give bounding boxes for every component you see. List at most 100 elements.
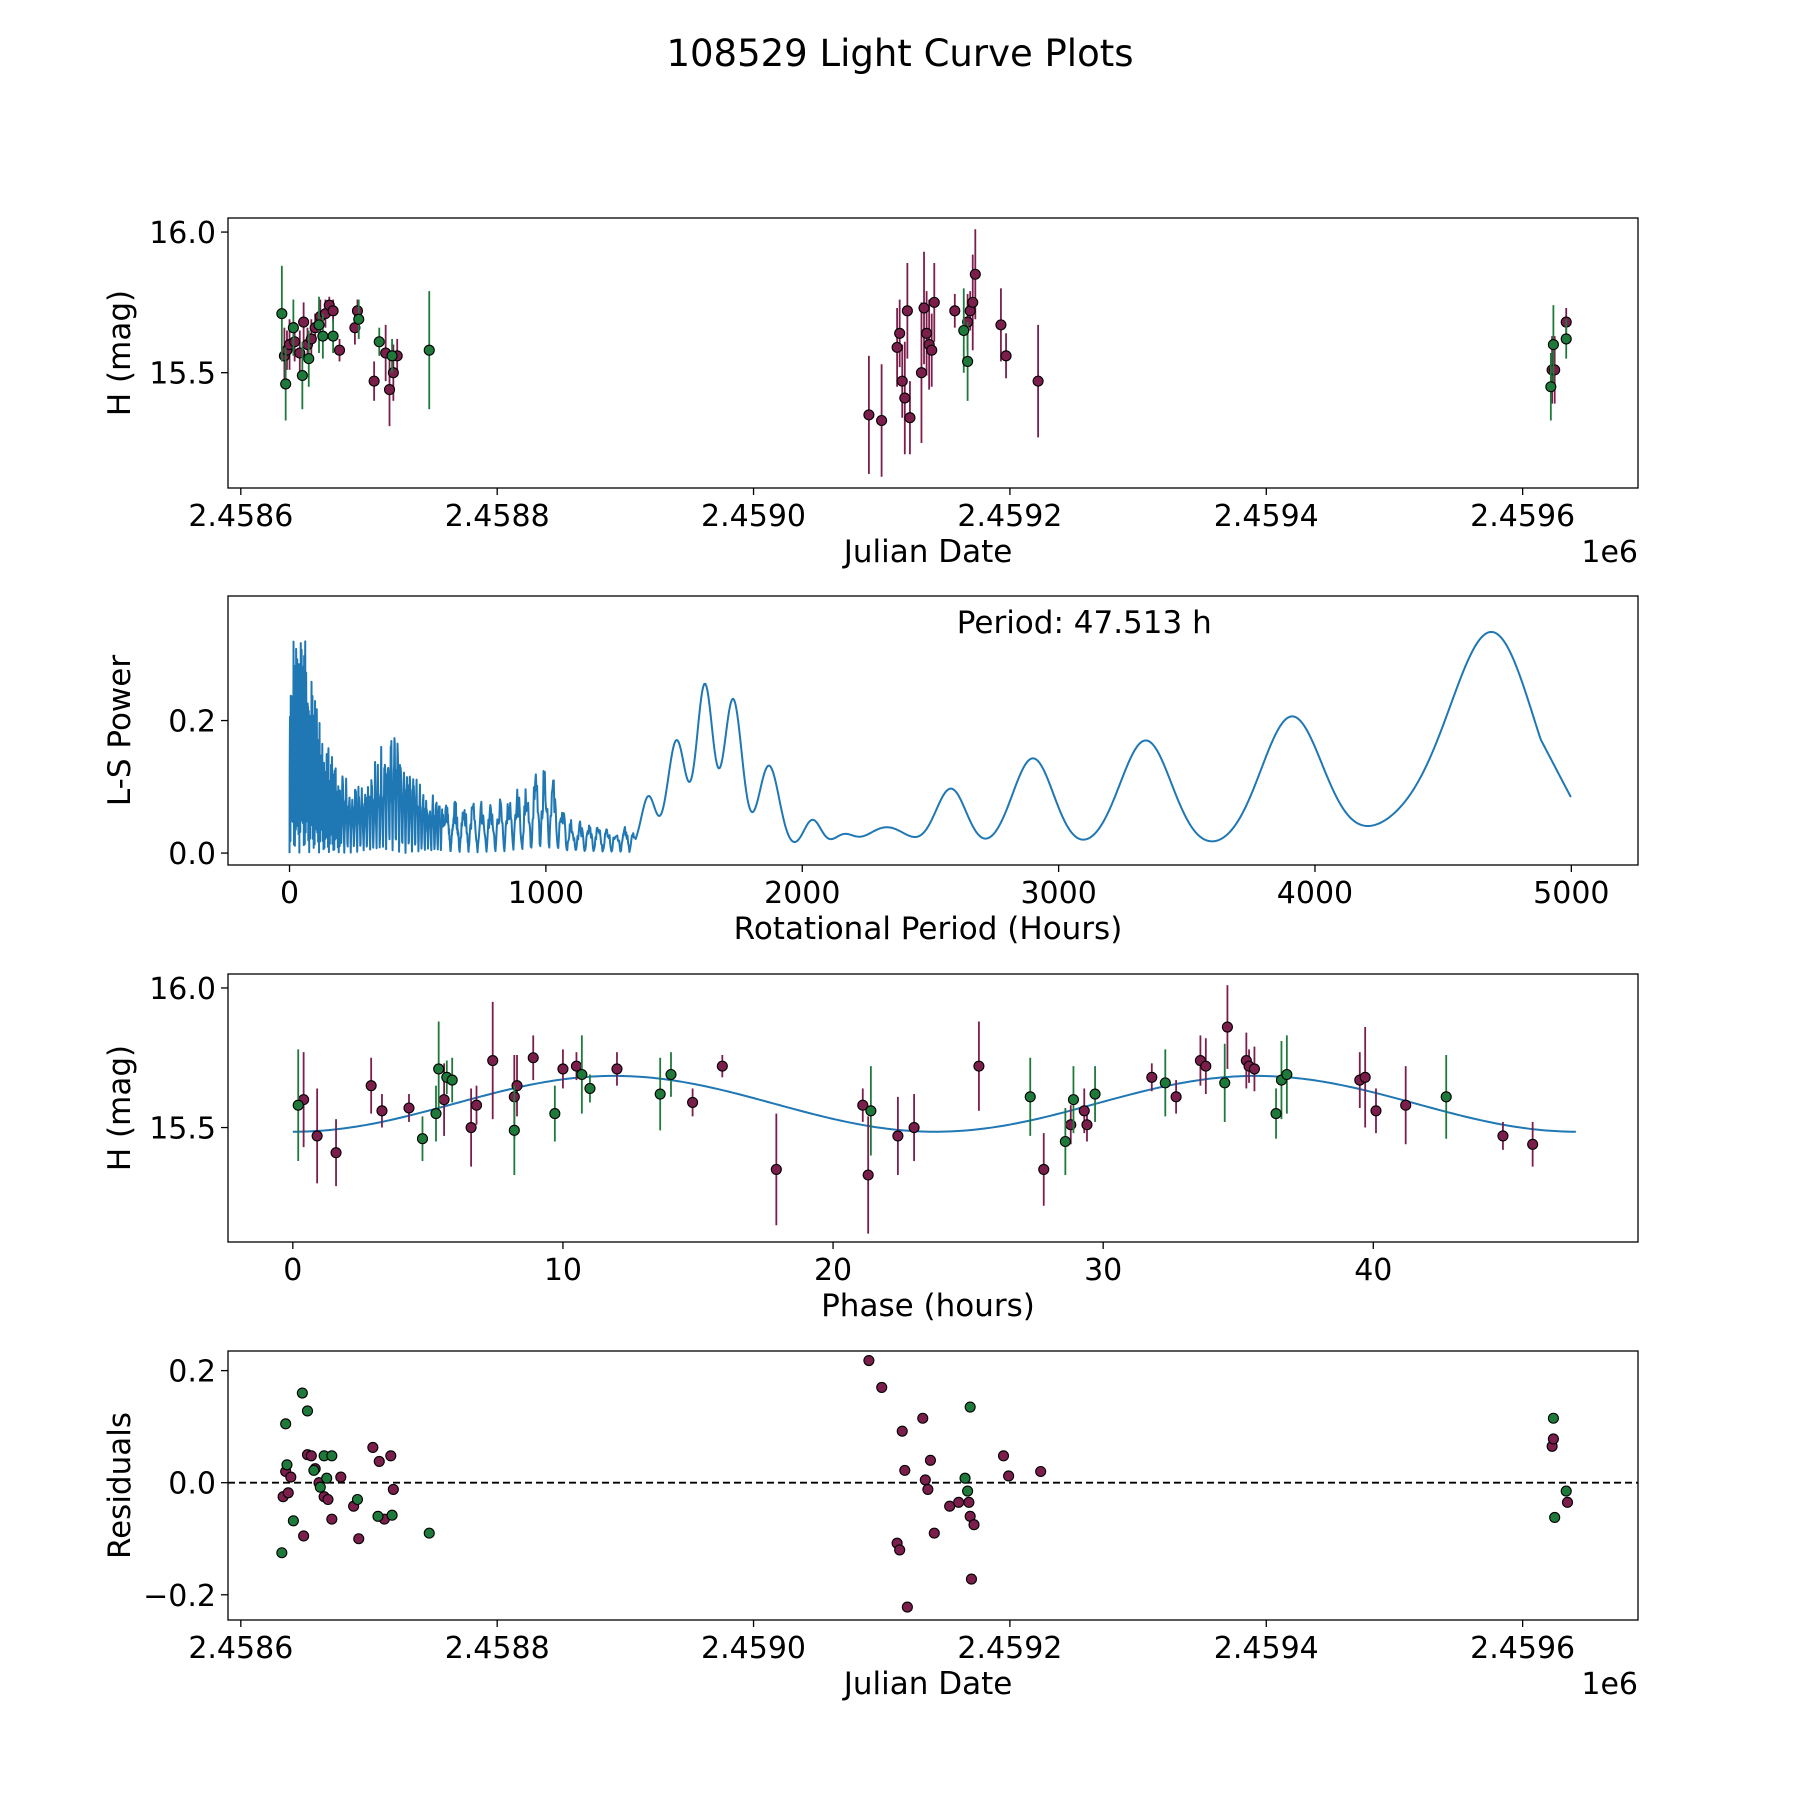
data-point-green [326, 1450, 338, 1462]
data-point-green [1545, 381, 1557, 393]
data-point-green [1549, 1511, 1561, 1523]
data-point-red [1035, 1465, 1047, 1478]
data-point-green [1547, 1412, 1559, 1424]
data-point-green [303, 353, 315, 365]
chart-residuals: 2.4586 2.4588 2.4590 2.4592 2.4594 2.4596 −0.2… [102, 1350, 1639, 1702]
data-point-green [1547, 339, 1559, 351]
data-point-green [313, 319, 325, 331]
data-point-red [1078, 1105, 1090, 1117]
data-point-red [716, 1060, 728, 1072]
data-point-red [487, 1054, 499, 1067]
data-point-red [1547, 1433, 1559, 1445]
data-point-red [335, 1471, 347, 1483]
data-point-red [365, 1080, 377, 1092]
x-tick-label: 40 [1354, 1253, 1392, 1288]
y-axis-label: Residuals [102, 1412, 138, 1559]
data-point-red [919, 1474, 931, 1486]
data-point-red [1032, 375, 1044, 387]
data-point-red [949, 305, 961, 317]
data-point-green [353, 313, 365, 325]
data-point-green [280, 1418, 292, 1430]
x-axis-label: Phase (hours) [821, 1288, 1035, 1324]
x-tick-label: 3000 [1020, 876, 1096, 911]
data-point-red [995, 319, 1007, 331]
data-point-red [770, 1163, 782, 1175]
data-point-red [968, 1519, 980, 1531]
data-point-red [967, 296, 979, 308]
x-tick-label: 2.4586 [188, 1631, 293, 1666]
data-point-green [296, 369, 308, 382]
data-point-red [1146, 1071, 1158, 1083]
data-point-red [863, 409, 875, 421]
y-tick-label: 16.0 [149, 972, 216, 1007]
data-point-green [654, 1088, 666, 1100]
x-tick-label: 2.4596 [1470, 499, 1575, 534]
data-point-green [281, 1459, 293, 1471]
data-point-red [438, 1094, 450, 1106]
x-tick-label: 2.4590 [701, 1631, 806, 1666]
data-point-red [896, 375, 908, 387]
plot-area [288, 630, 1572, 854]
data-point-green [1024, 1091, 1036, 1103]
data-point-green [549, 1108, 561, 1120]
data-point-red [470, 1099, 483, 1111]
data-point-red [944, 1500, 956, 1512]
data-point-red [1170, 1091, 1182, 1103]
data-point-red [298, 316, 310, 328]
data-point-green [423, 344, 435, 356]
y-tick-label: 16.0 [149, 216, 216, 251]
data-point-red [322, 1493, 334, 1506]
data-point-red [330, 1147, 342, 1159]
data-point-green [1270, 1108, 1282, 1120]
data-point-red [387, 1483, 399, 1495]
data-point-green [584, 1082, 596, 1095]
data-point-red [876, 414, 888, 427]
data-point-red [896, 1425, 908, 1437]
data-point-green [386, 350, 398, 362]
x-tick-label: 2.4590 [701, 499, 806, 534]
data-point-green [280, 378, 292, 390]
data-point-red [383, 384, 396, 396]
data-point-red [298, 1530, 310, 1542]
data-point-red [294, 347, 306, 359]
y-axis-label: L-S Power [102, 655, 138, 806]
data-point-red [917, 1412, 929, 1424]
data-point-green [1159, 1077, 1171, 1089]
data-point-red [876, 1381, 888, 1393]
data-point-red [368, 375, 380, 387]
data-point-red [527, 1052, 539, 1064]
data-point-red [385, 1450, 397, 1462]
data-point-red [997, 1450, 1010, 1462]
data-point-green [287, 322, 299, 334]
data-point-red [918, 302, 930, 314]
data-point-green [433, 1063, 445, 1075]
data-point-red [367, 1441, 379, 1453]
plot-area [276, 229, 1572, 477]
chart-phased: 0 10 20 30 40 15.5 16.0 Phase (hours) H (mag) [102, 972, 1639, 1324]
data-point-green [287, 1515, 299, 1527]
x-axis-label: Julian Date [842, 1666, 1013, 1702]
data-point-red [969, 268, 981, 280]
axes-frame [227, 1350, 1639, 1621]
x-tick-label: 2.4596 [1470, 1631, 1575, 1666]
data-point-red [953, 1496, 965, 1508]
data-point-red [1497, 1130, 1509, 1142]
x-tick-label: 2.4592 [957, 1631, 1062, 1666]
x-tick-label: 5000 [1533, 876, 1609, 911]
data-point-red [1003, 1470, 1015, 1482]
x-tick-label: 20 [814, 1253, 852, 1288]
data-point-green [314, 1481, 326, 1493]
data-point-red [915, 367, 928, 379]
data-point-red [904, 412, 916, 424]
data-point-red [611, 1063, 623, 1075]
data-point-red [285, 1471, 297, 1483]
data-point-red [465, 1121, 477, 1134]
data-point-green [296, 1387, 308, 1399]
x-offset-label: 1e6 [1581, 535, 1638, 570]
data-point-red [892, 1130, 904, 1142]
data-point-green [373, 336, 385, 348]
data-point-red [921, 327, 933, 339]
data-point-green [321, 1472, 333, 1484]
data-point-red [373, 1455, 385, 1467]
